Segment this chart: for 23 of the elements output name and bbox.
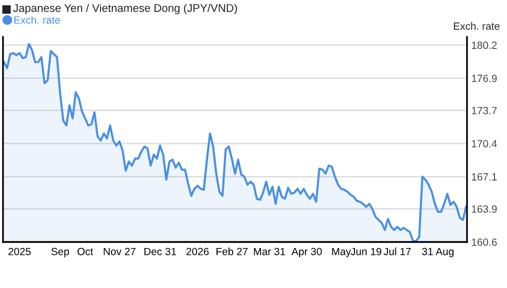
- y-tick-label: 170.4: [472, 140, 497, 148]
- x-tick-label: Jul 17: [384, 248, 411, 256]
- y-tick-label: 160.6: [472, 238, 497, 246]
- x-tick-label: 2025: [8, 248, 31, 256]
- x-tick-label: Mar 31: [254, 248, 286, 256]
- x-tick-label: 31 Aug: [422, 248, 454, 258]
- x-tick-label: Jun 19: [350, 248, 382, 256]
- x-tick-label: May: [332, 248, 351, 258]
- chart-title: Japanese Yen / Vietnamese Dong (JPY/VND): [13, 4, 237, 14]
- x-tick-label: 2026: [186, 248, 209, 256]
- y-axis-title: Exch. rate: [454, 22, 500, 30]
- y-tick-label: 173.7: [472, 106, 497, 114]
- x-tick-label: Apr 30: [291, 248, 322, 258]
- x-tick-label: Dec 31: [144, 248, 176, 256]
- y-tick-label: 176.9: [472, 74, 497, 82]
- y-tick-label: 163.9: [472, 205, 497, 213]
- x-tick-label: Feb 27: [216, 248, 248, 256]
- x-tick-label: Oct: [78, 248, 94, 256]
- x-tick-label: Sep: [51, 248, 69, 258]
- y-tick-label: 180.2: [472, 42, 497, 49]
- x-tick-label: Nov 27: [104, 248, 136, 256]
- y-tick-label: 167.1: [472, 173, 497, 181]
- legend-label: Exch. rate: [14, 16, 60, 24]
